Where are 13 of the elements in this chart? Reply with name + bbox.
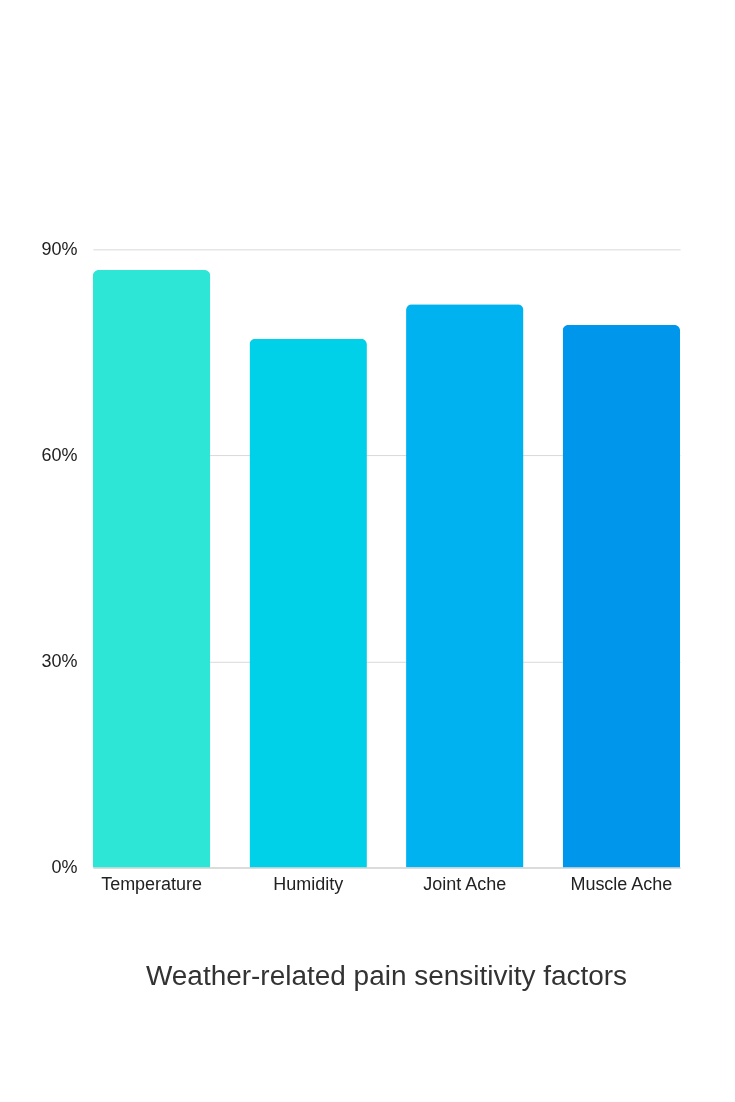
bar [406,304,524,868]
y-tick-label: 30% [41,650,78,671]
bar [92,269,211,868]
x-tick-label: Joint Ache [423,873,507,894]
bar [249,338,367,868]
y-tick-label: 0% [51,857,78,877]
y-tick-label: 60% [41,444,78,465]
x-tick-label: Muscle Ache [570,873,673,894]
y-tick-label: 90% [41,238,78,259]
text: Weather-related pain sensitivity factors [145,960,628,992]
bar [562,324,681,868]
x-tick-label: Humidity [273,873,344,894]
x-tick-label: Temperature [101,873,203,894]
